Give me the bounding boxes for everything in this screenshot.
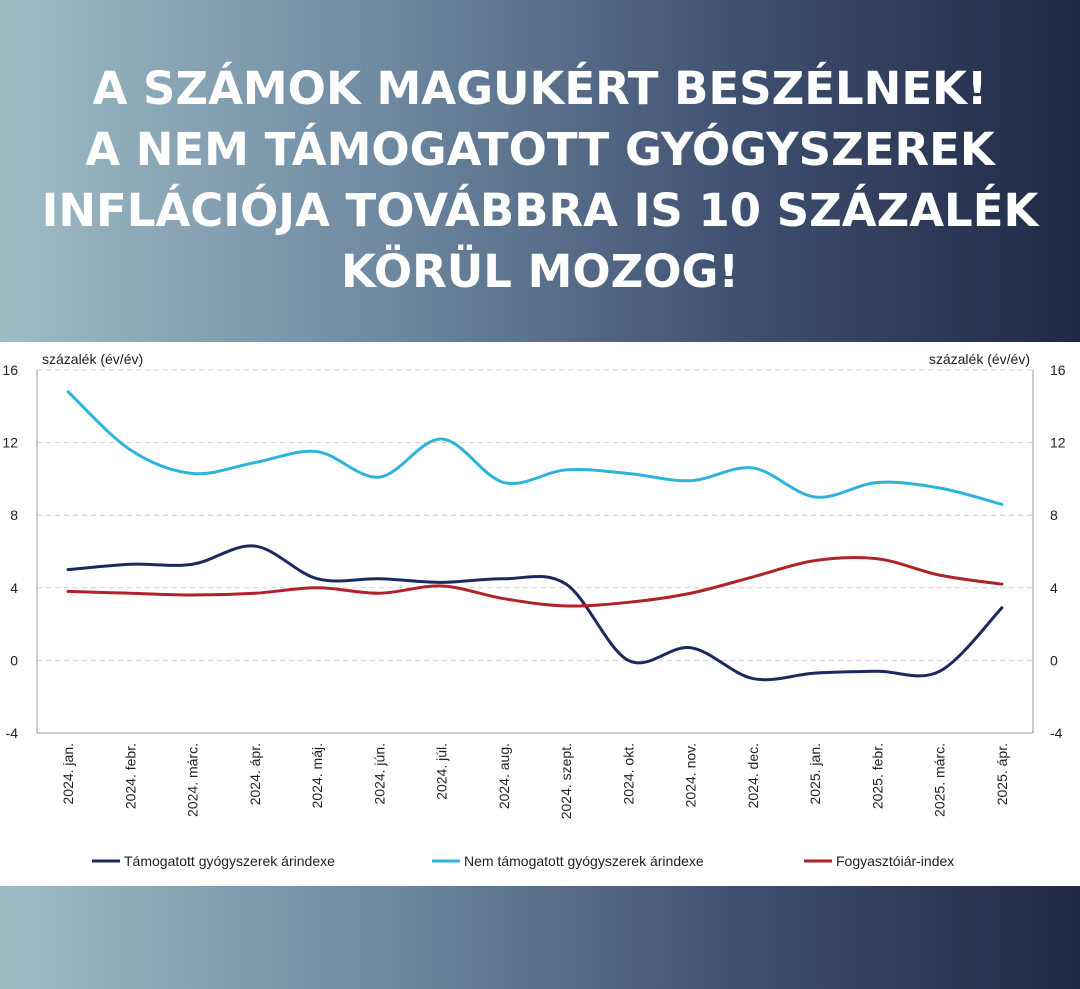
data-point xyxy=(751,575,755,579)
headline-line-1: A SZÁMOK MAGUKÉRT BESZÉLNEK! xyxy=(92,62,988,115)
x-tick-label: 2024. márc. xyxy=(185,743,201,817)
y-tick-label-right: 8 xyxy=(1050,507,1058,523)
y-tick-label-right: -4 xyxy=(1050,725,1063,741)
data-point xyxy=(191,593,194,597)
y-tick-label-right: 16 xyxy=(1050,362,1066,378)
y-tick-label-left: 8 xyxy=(10,507,18,523)
y-tick-label-right: 12 xyxy=(1050,435,1066,451)
data-point xyxy=(1000,606,1004,609)
legend-label: Nem támogatott gyógyszerek árindexe xyxy=(464,853,704,869)
headline-line-3: INFLÁCIÓJA TOVÁBBRA IS 10 SZÁZALÉK xyxy=(41,184,1039,237)
data-point xyxy=(440,437,443,441)
x-tick-label: 2024. nov. xyxy=(683,743,699,807)
data-point xyxy=(689,646,692,649)
series-line-1 xyxy=(66,544,1004,682)
data-point xyxy=(627,472,630,475)
data-point xyxy=(813,671,817,675)
x-tick-label: 2024. okt. xyxy=(620,743,636,805)
data-point xyxy=(876,481,879,484)
y-tick-label-right: 0 xyxy=(1050,652,1058,668)
data-point xyxy=(129,563,132,566)
x-tick-label: 2024. aug. xyxy=(496,743,512,809)
data-point xyxy=(938,670,941,673)
data-point xyxy=(564,468,568,472)
y-tick-label-left: 0 xyxy=(10,652,18,668)
data-point xyxy=(191,563,194,566)
data-point xyxy=(938,573,941,577)
data-point xyxy=(1000,582,1004,586)
y-tick-label-left: -4 xyxy=(6,725,19,741)
x-tick-label: 2024. ápr. xyxy=(247,743,263,805)
series-line-3 xyxy=(66,555,1004,608)
data-point xyxy=(813,559,817,562)
data-point xyxy=(66,390,70,393)
data-point xyxy=(502,597,506,600)
data-point xyxy=(66,568,70,571)
x-tick-label: 2024. febr. xyxy=(122,743,138,809)
x-tick-label: 2024. jún. xyxy=(371,743,387,805)
data-point xyxy=(253,592,257,595)
data-point xyxy=(378,592,381,595)
x-tick-label: 2025. márc. xyxy=(932,743,948,817)
data-point xyxy=(751,466,755,470)
data-point xyxy=(253,544,257,548)
x-tick-label: 2024. jan. xyxy=(60,743,76,805)
legend-label: Támogatott gyógyszerek árindexe xyxy=(124,853,335,869)
line-chart: -4 0 4 8 12 16 -4 0 4 8 12 16 2024. jan. 2024. febr… xyxy=(2,351,1066,869)
data-point xyxy=(315,450,319,453)
y-axis-label-right: százalék (év/év) xyxy=(929,351,1030,367)
x-tick-label: 2024. dec. xyxy=(745,743,761,808)
data-point xyxy=(129,448,132,452)
y-axis-label-left: százalék (év/év) xyxy=(42,351,143,367)
data-point xyxy=(813,495,817,499)
data-point xyxy=(627,659,630,662)
x-tick-label: 2025. jan. xyxy=(807,743,823,805)
data-point xyxy=(378,475,381,479)
data-point xyxy=(751,677,755,680)
x-tick-label: 2024. szept. xyxy=(558,743,574,819)
y-tick-label-left: 4 xyxy=(10,580,18,596)
data-point xyxy=(253,461,257,464)
legend-label: Fogyasztóiár-index xyxy=(836,853,954,869)
data-point xyxy=(1000,503,1004,506)
data-point xyxy=(564,582,568,586)
data-point xyxy=(876,670,879,673)
data-point xyxy=(627,601,630,604)
data-point xyxy=(66,590,70,593)
data-point xyxy=(129,592,132,595)
data-point xyxy=(564,604,568,608)
headline-line-2: A NEM TÁMOGATOTT GYÓGYSZEREK xyxy=(85,123,995,176)
x-tick-label: 2024. júl. xyxy=(434,743,450,800)
data-point xyxy=(191,472,194,475)
data-point xyxy=(938,486,941,490)
data-point xyxy=(440,584,443,588)
data-point xyxy=(315,586,319,589)
data-point xyxy=(689,479,692,482)
headline-line-4: KÖRÜL MOZOG! xyxy=(340,245,739,298)
x-tick-label: 2025. febr. xyxy=(869,743,885,809)
headline: A SZÁMOK MAGUKÉRT BESZÉLNEK! A NEM TÁMOG… xyxy=(0,58,1080,302)
data-point xyxy=(502,577,506,580)
x-tick-label: 2025. ápr. xyxy=(994,743,1010,805)
x-tick-label: 2024. máj. xyxy=(309,743,325,808)
data-point xyxy=(689,592,692,595)
chart-panel: -4 0 4 8 12 16 -4 0 4 8 12 16 2024. jan. 2024. febr… xyxy=(0,342,1080,886)
y-tick-label-left: 12 xyxy=(2,435,18,451)
data-point xyxy=(315,577,319,580)
data-point xyxy=(378,577,381,580)
data-point xyxy=(440,581,443,584)
data-point xyxy=(876,557,879,560)
data-point xyxy=(502,481,506,484)
series-line-2 xyxy=(66,390,1004,506)
y-tick-label-right: 4 xyxy=(1050,580,1058,596)
y-tick-label-left: 16 xyxy=(2,362,18,378)
